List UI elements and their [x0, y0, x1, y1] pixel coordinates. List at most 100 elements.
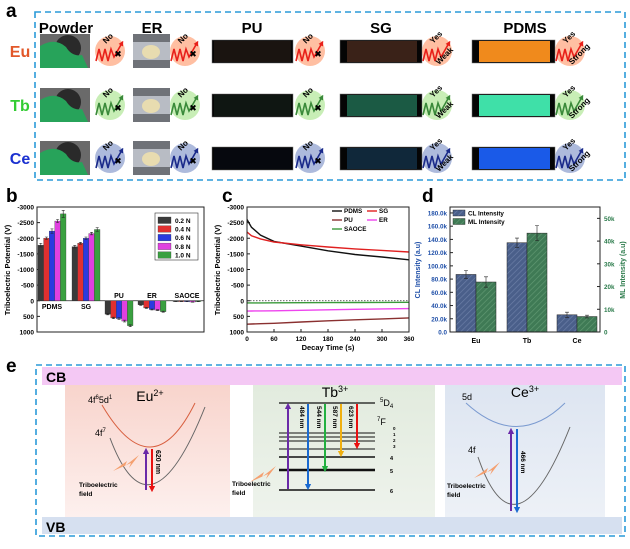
tb-7f-sublevel-label: 3 [393, 444, 396, 449]
emission-wave-icon [555, 40, 584, 62]
panel-b: b-3000 -2500 -2000 -1500 -1000 -500 0 500 1000 Tr… [3, 186, 205, 337]
y-tick-label: 0 [30, 298, 34, 305]
emission-wave-icon [555, 147, 584, 169]
panel-label-b: b [6, 186, 18, 207]
bar-sg-08N [88, 233, 95, 301]
emission-indicator: No✖ [170, 138, 200, 173]
row-label: Eu [10, 44, 30, 61]
x-tick-label: 360 [404, 336, 415, 343]
no-cross-icon: ✖ [114, 156, 122, 166]
legend: PDMS SG PU ER SAOCE [332, 208, 388, 233]
emission-wave-icon [295, 94, 324, 116]
column-header: Powder [39, 20, 93, 37]
powder-photo [40, 88, 90, 122]
column-header: PU [242, 20, 263, 37]
triboelectric-field-label: Triboelectric [447, 483, 486, 490]
bar-sg-02N [71, 246, 78, 301]
bar-pdms-08N [54, 220, 61, 301]
emission-indicator: No✖ [170, 85, 200, 120]
y-right-tick-label: 20k [604, 284, 615, 291]
y-tick-label: 40.0k [431, 303, 447, 310]
no-cross-icon: ✖ [314, 49, 322, 59]
ion-symbol: Ce [511, 384, 529, 400]
y-tick-label: 20.0k [431, 316, 447, 323]
y-right-tick-label: 50k [604, 216, 615, 223]
er-photo [133, 88, 170, 122]
bar-pu-08N [121, 300, 128, 322]
x-tick-label: 0 [245, 336, 249, 343]
legend-swatch [157, 242, 172, 250]
legend-label: 0.2 N [175, 218, 191, 225]
bar-pu-02N [104, 300, 111, 315]
tb-7f-sublevel-label: 1 [393, 432, 396, 437]
emission-wavelength-label: 620 nm [154, 450, 161, 474]
sg-sample-photo [339, 93, 423, 118]
emission-indicator: No✖ [95, 85, 125, 120]
emission-indicator: No✖ [295, 85, 325, 120]
y-tick-label: 160.0k [428, 224, 448, 231]
y-tick-label: 100.0k [428, 263, 448, 270]
eu-excited-state-curve [101, 402, 196, 448]
legend-swatch [452, 218, 466, 225]
legend-label: 0.8 N [175, 244, 191, 251]
emission-wave-icon [295, 40, 324, 62]
bar-er-06N [149, 300, 155, 310]
legend-swatch [157, 234, 172, 242]
ce-ion-label: Ce3+ [511, 384, 539, 400]
error-bar [111, 316, 115, 320]
eu-upper-level-label: 4f65d1 [88, 395, 113, 405]
bar-pu-06N [116, 300, 122, 319]
y-tick-label: -1000 [17, 267, 34, 274]
legend-swatch [157, 216, 172, 224]
no-cross-icon: ✖ [189, 49, 197, 59]
error-bar [73, 245, 77, 249]
no-cross-icon: ✖ [189, 156, 197, 166]
error-bar [90, 232, 94, 236]
error-bar [161, 310, 165, 313]
error-bar [44, 236, 48, 240]
lightning-bolt-icon [113, 455, 139, 471]
emission-indicator: No✖ [95, 31, 125, 66]
triboelectric-field-label: field [232, 490, 245, 497]
x-tick-label: 300 [377, 336, 388, 343]
emission-indicator: No✖ [170, 31, 200, 66]
bar-sg-04N [77, 243, 84, 301]
y-tick-label: 60.0k [431, 290, 447, 297]
y-tick-label: -2500 [17, 220, 34, 227]
no-cross-icon: ✖ [114, 49, 122, 59]
bar-er-04N [143, 300, 150, 309]
column-header: PDMS [503, 20, 546, 37]
bar-pdms-06N [49, 230, 55, 301]
powder-photo [40, 141, 90, 175]
valence-band [42, 517, 622, 534]
series-line-pdms [246, 219, 410, 261]
emission-wave-icon [295, 147, 324, 169]
error-bar [464, 270, 468, 279]
bar-eu-ml [475, 281, 497, 333]
y-tick-label: 0 [240, 298, 244, 305]
sg-sample-photo [339, 146, 423, 171]
plot-frame [36, 206, 205, 333]
ion-symbol: Tb [322, 384, 339, 400]
emission-indicator: No✖ [295, 138, 325, 173]
legend-label: CL Intensity [468, 211, 504, 218]
y-tick-label: 0.0 [438, 330, 447, 337]
y-tick-label: 120.0k [428, 250, 448, 257]
legend-label: 0.6 N [175, 235, 191, 242]
tb-lower-level-label: 7F [377, 417, 386, 427]
tb-7f-sublevel-label: 4 [390, 456, 394, 462]
tb-panel [253, 385, 435, 517]
bar-pu-10N [127, 300, 134, 326]
panel-label-a: a [6, 1, 17, 22]
x-tick-label: 60 [270, 336, 278, 343]
ion-charge: 2+ [153, 388, 163, 398]
bar-tb-cl [506, 242, 528, 333]
panel-e-frame [35, 364, 626, 537]
legend-swatch [157, 251, 172, 259]
